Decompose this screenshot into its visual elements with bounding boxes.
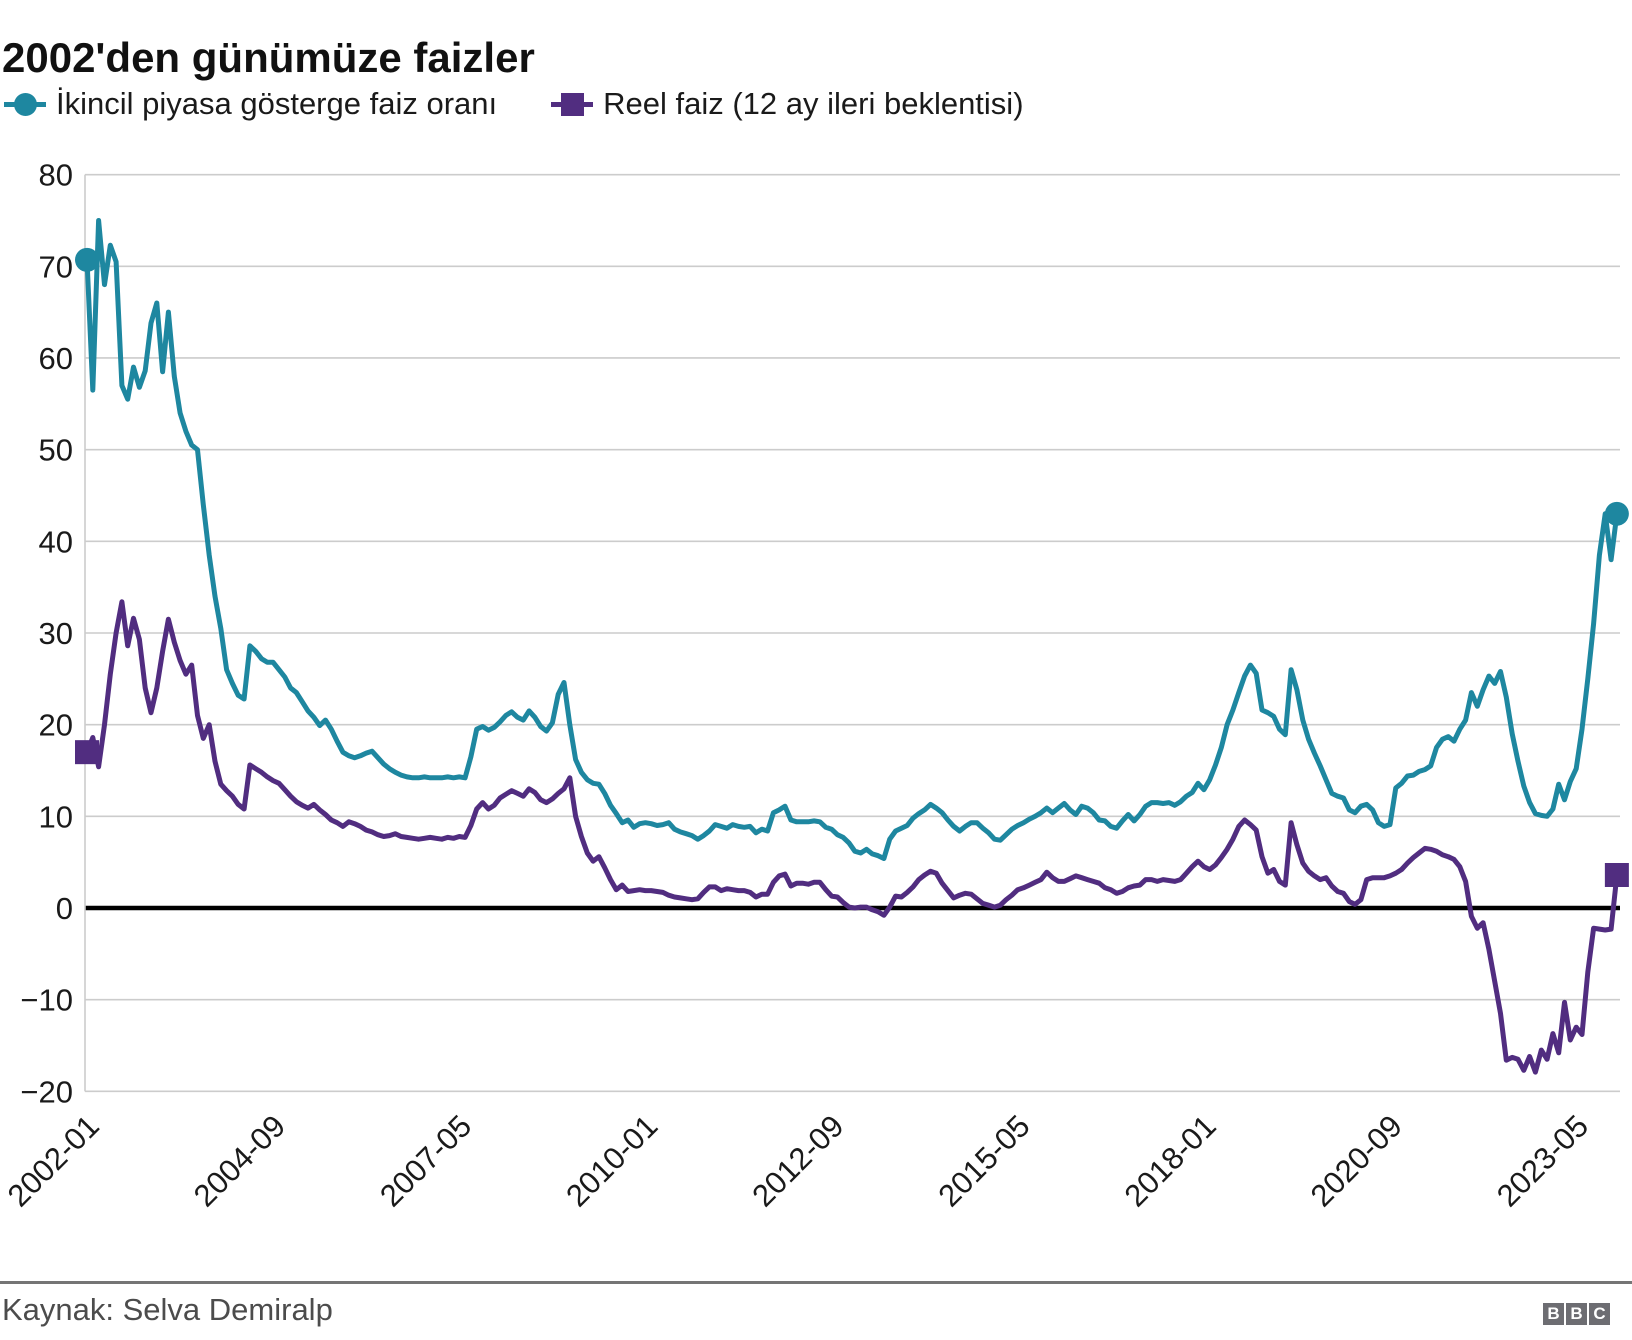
source-credit: Kaynak: Selva Demiralp [2,1292,333,1327]
y-axis-tick-label: 10 [39,799,73,834]
legend-item-benchmark: İkincil piyasa gösterge faiz oranı [4,86,497,122]
x-axis-tick-label: 2007-05 [373,1108,478,1213]
x-axis-tick-label: 2023-05 [1490,1108,1595,1213]
bbc-logo-block: B [1566,1303,1587,1325]
y-axis-tick-label: 30 [39,616,73,651]
real-rate-endpoint-marker [75,740,99,765]
y-axis-tick-label: −10 [20,983,73,1018]
y-axis-tick-label: 20 [39,708,73,743]
y-axis-tick-label: −20 [20,1074,73,1109]
legend: İkincil piyasa gösterge faiz oranı Reel … [4,84,1024,124]
x-axis-tick-label: 2020-09 [1304,1108,1409,1213]
real-rate-line [84,599,1620,1075]
legend-label-real-rate: Reel faiz (12 ay ileri beklentisi) [603,86,1024,121]
bbc-logo: B B C [1543,1303,1610,1325]
y-axis-tick-label: 70 [39,249,73,284]
y-axis-tick-label: 80 [39,158,73,193]
legend-item-real-rate: Reel faiz (12 ay ileri beklentisi) [551,86,1024,122]
legend-label-benchmark: İkincil piyasa gösterge faiz oranı [56,86,498,121]
x-axis-tick-label: 2010-01 [559,1108,664,1213]
bbc-logo-block: B [1543,1303,1564,1325]
y-axis-tick-label: 0 [56,891,73,926]
page-title: 2002'den günümüze faizler [2,34,535,82]
benchmark-circle-marker-icon [4,88,46,120]
benchmark-rate-line [84,218,1620,861]
x-axis-tick-label: 2012-09 [745,1108,850,1213]
x-axis-tick-label: 2015-05 [931,1108,1036,1213]
x-axis-tick-label: 2002-01 [1,1108,106,1213]
benchmark-endpoint-marker [75,247,99,272]
y-axis-tick-label: 40 [39,524,73,559]
real-rate-square-marker-icon [551,88,594,120]
x-axis-tick-label: 2004-09 [187,1108,292,1213]
y-axis-tick-label: 50 [39,433,73,468]
benchmark-endpoint-marker [1604,501,1629,526]
footer-divider [0,1281,1632,1284]
bbc-logo-block: C [1589,1303,1610,1325]
x-axis-tick-label: 2018-01 [1118,1108,1223,1213]
real-rate-endpoint-marker [1604,862,1629,887]
y-axis-tick-label: 60 [39,341,73,376]
